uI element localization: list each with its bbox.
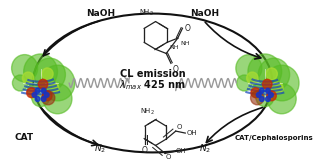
Text: NaOH: NaOH bbox=[190, 9, 220, 18]
Text: O: O bbox=[177, 124, 182, 130]
Circle shape bbox=[28, 86, 39, 98]
Text: O: O bbox=[166, 154, 172, 160]
Circle shape bbox=[252, 84, 263, 96]
Circle shape bbox=[247, 72, 258, 84]
Circle shape bbox=[44, 92, 49, 97]
Circle shape bbox=[258, 58, 290, 91]
Circle shape bbox=[27, 84, 39, 96]
Text: CAT: CAT bbox=[15, 133, 34, 142]
Circle shape bbox=[27, 88, 36, 98]
Circle shape bbox=[42, 91, 55, 105]
Text: $N_2$: $N_2$ bbox=[94, 142, 107, 155]
Circle shape bbox=[24, 54, 58, 89]
Circle shape bbox=[12, 75, 28, 91]
Text: O: O bbox=[184, 24, 190, 33]
Circle shape bbox=[47, 82, 59, 94]
Circle shape bbox=[43, 91, 52, 101]
Circle shape bbox=[22, 72, 34, 84]
Text: NH$_2$: NH$_2$ bbox=[140, 107, 155, 117]
Circle shape bbox=[266, 97, 270, 101]
Circle shape bbox=[260, 97, 264, 101]
Circle shape bbox=[267, 91, 276, 101]
Text: NH$_2$: NH$_2$ bbox=[139, 7, 154, 18]
Circle shape bbox=[260, 88, 264, 93]
Circle shape bbox=[252, 86, 264, 98]
Circle shape bbox=[41, 97, 46, 101]
Circle shape bbox=[32, 92, 37, 97]
Circle shape bbox=[32, 88, 50, 107]
Circle shape bbox=[43, 83, 72, 114]
Text: CAT/Cephalosporins: CAT/Cephalosporins bbox=[235, 134, 314, 141]
Text: NH: NH bbox=[169, 45, 179, 50]
Circle shape bbox=[251, 88, 260, 98]
Text: CL emission: CL emission bbox=[120, 69, 186, 79]
Circle shape bbox=[236, 55, 262, 82]
Circle shape bbox=[266, 88, 270, 93]
Text: O: O bbox=[173, 65, 179, 74]
Text: OH: OH bbox=[175, 148, 186, 154]
Circle shape bbox=[256, 92, 261, 97]
Circle shape bbox=[42, 68, 53, 80]
Text: $N_2$: $N_2$ bbox=[199, 142, 211, 155]
Circle shape bbox=[12, 55, 38, 82]
Circle shape bbox=[265, 65, 299, 101]
Circle shape bbox=[272, 82, 283, 94]
Circle shape bbox=[266, 68, 277, 80]
Circle shape bbox=[41, 88, 46, 93]
Circle shape bbox=[35, 97, 40, 101]
Circle shape bbox=[35, 88, 40, 93]
Circle shape bbox=[38, 79, 48, 89]
Circle shape bbox=[256, 88, 274, 107]
Text: NaOH: NaOH bbox=[86, 9, 115, 18]
Circle shape bbox=[34, 58, 65, 91]
Circle shape bbox=[248, 54, 282, 89]
Circle shape bbox=[237, 75, 252, 91]
Circle shape bbox=[262, 79, 272, 89]
Circle shape bbox=[268, 92, 273, 97]
Circle shape bbox=[251, 91, 264, 105]
Circle shape bbox=[41, 65, 75, 101]
Circle shape bbox=[267, 83, 296, 114]
Text: O: O bbox=[142, 146, 148, 156]
Text: OH: OH bbox=[186, 130, 197, 136]
Text: NH: NH bbox=[180, 41, 190, 46]
Text: $\lambda_{max}$ 425 nm: $\lambda_{max}$ 425 nm bbox=[119, 78, 186, 92]
